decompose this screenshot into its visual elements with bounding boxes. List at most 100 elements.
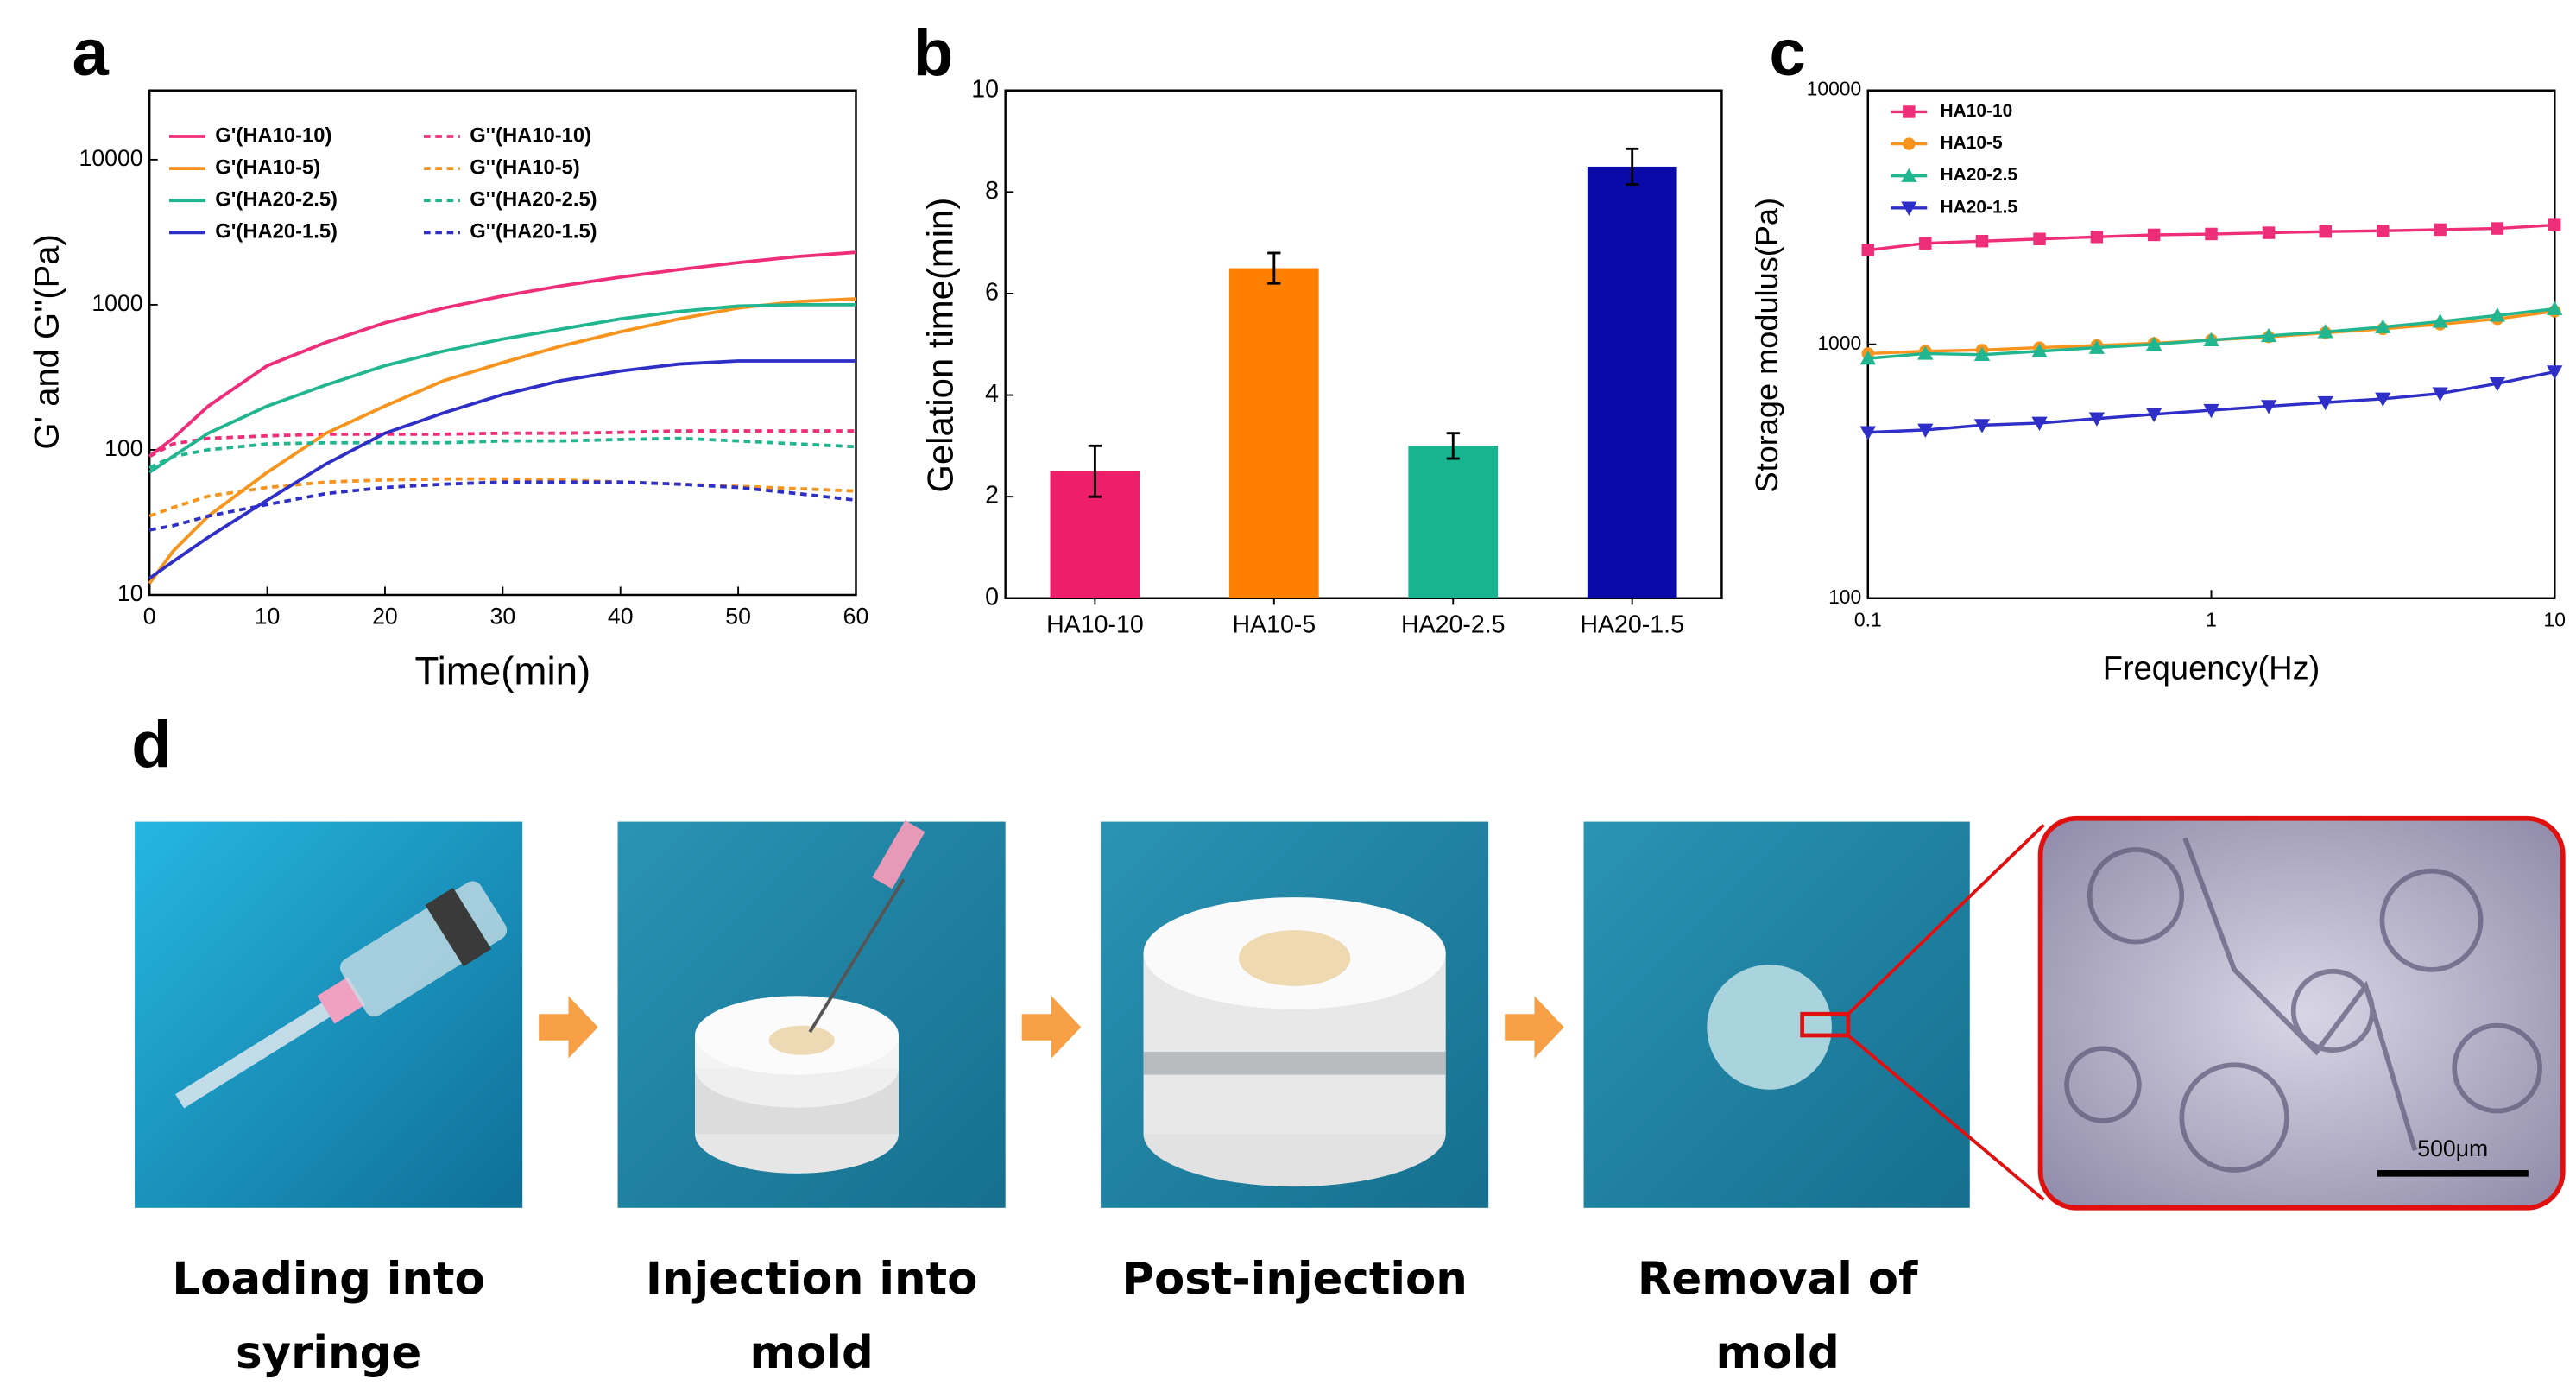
arrows	[539, 996, 1564, 1059]
series-line	[1867, 370, 2555, 434]
marker	[2547, 365, 2563, 380]
marker	[1859, 426, 1876, 440]
marker	[2203, 332, 2219, 346]
x-tick-label: HA10-10	[1046, 611, 1144, 639]
marker	[2375, 392, 2391, 407]
zoom-line	[1847, 824, 2045, 1016]
x-axis-label: Frequency(Hz)	[2103, 651, 2320, 687]
step-caption: Loading into	[172, 1253, 484, 1305]
x-tick-label: 30	[490, 604, 516, 630]
marker	[1975, 234, 1989, 248]
legend-marker	[1901, 168, 1917, 182]
legend-label: HA20-1.5	[1941, 197, 2018, 217]
legend-label: HA20-2.5	[1941, 165, 2018, 185]
legend-label: G'(HA10-5)	[215, 155, 320, 179]
series-line	[148, 250, 856, 459]
scale-bar	[2377, 1170, 2529, 1177]
y-axis-label: Gelation time(min)	[919, 198, 960, 493]
needle	[808, 878, 906, 1034]
x-tick-label: HA20-1.5	[1580, 611, 1684, 639]
marker	[2262, 226, 2276, 239]
marker	[2088, 339, 2106, 354]
y-tick-label: 10	[971, 75, 999, 103]
mold	[1143, 1052, 1446, 1075]
micrograph	[2037, 815, 2566, 1211]
error-bar	[1446, 432, 1460, 460]
bar	[1408, 446, 1499, 598]
step-caption: mold	[750, 1327, 874, 1379]
y-axis-label: Storage modulus(Pa)	[1749, 198, 1784, 493]
series-line	[148, 297, 856, 585]
marker	[2260, 327, 2277, 343]
legend-label: G''(HA20-1.5)	[470, 220, 597, 244]
legend-marker	[1903, 105, 1916, 118]
y-tick-label: 10000	[1807, 78, 1861, 100]
marker	[2203, 403, 2219, 419]
x-tick-label: 0	[143, 604, 156, 630]
marker	[1859, 350, 1876, 365]
marker	[2548, 218, 2561, 231]
y-tick-label: 1000	[1817, 332, 1861, 354]
marker	[2260, 400, 2277, 414]
y-axis-label: G' and G''(Pa)	[28, 234, 66, 449]
marker	[1973, 346, 1991, 362]
marker	[2147, 228, 2161, 242]
x-tick-label: 1	[2206, 608, 2217, 630]
legend-label: G''(HA10-10)	[470, 123, 591, 147]
step-caption: Injection into	[646, 1253, 978, 1305]
y-tick-label: 4	[985, 380, 999, 408]
x-tick-label: HA20-2.5	[1401, 611, 1506, 639]
x-axis-label: Time(min)	[414, 649, 590, 693]
marker	[2090, 231, 2104, 244]
bar	[1587, 166, 1677, 598]
y-tick-label: 10	[117, 580, 143, 606]
photo-panel: d 500μm Loading into syringe Injection int…	[131, 708, 2566, 1379]
panel-label: c	[1769, 16, 1805, 90]
x-tick-label: 20	[372, 604, 398, 630]
marker	[2377, 225, 2390, 237]
legend-label: G'(HA10-10)	[215, 123, 331, 147]
legend-marker	[1903, 137, 1916, 150]
pores	[2064, 837, 2542, 1173]
gel	[1238, 930, 1351, 986]
x-tick-label: 40	[608, 604, 634, 630]
legend-marker	[1901, 201, 1917, 216]
marker	[2146, 336, 2162, 351]
series-line	[148, 480, 856, 532]
marker	[2489, 377, 2506, 392]
marker	[2491, 222, 2504, 235]
x-tick-label: 50	[725, 604, 751, 630]
y-tick-label: 10000	[79, 145, 143, 171]
legend-label: HA10-10	[1941, 101, 2013, 121]
legend-label: G'(HA20-2.5)	[215, 188, 338, 212]
series-line	[148, 436, 856, 470]
error-bar	[1626, 147, 1639, 186]
y-tick-label: 8	[985, 177, 999, 205]
panel-label: d	[131, 708, 172, 781]
error-bar	[1088, 444, 1102, 498]
step-caption: mold	[1716, 1327, 1840, 1379]
panel-label: a	[72, 16, 109, 90]
marker	[2375, 319, 2391, 333]
chart: b Gelation time(min) 0 2 4 6 8 10 HA10-10 HA10-5 H…	[913, 16, 1723, 639]
series-line	[148, 302, 856, 474]
syringe	[175, 881, 508, 1109]
plot-frame	[1004, 89, 1723, 600]
marker	[2031, 343, 2048, 357]
legend-label: G''(HA20-2.5)	[470, 188, 597, 212]
scale-bar-label: 500μm	[2417, 1136, 2488, 1161]
marker	[2088, 412, 2106, 427]
marker	[1861, 244, 1875, 256]
marker	[2146, 408, 2162, 422]
legend-label: G''(HA10-5)	[470, 155, 580, 179]
marker	[2434, 223, 2447, 237]
marker	[2033, 232, 2046, 245]
legend-label: HA10-5	[1941, 133, 2003, 153]
marker	[1917, 345, 1934, 360]
step-caption: Post-injection	[1121, 1253, 1468, 1305]
marker	[2205, 227, 2218, 241]
marker	[2031, 416, 2048, 431]
gel	[768, 1025, 835, 1055]
series-line	[148, 429, 856, 459]
